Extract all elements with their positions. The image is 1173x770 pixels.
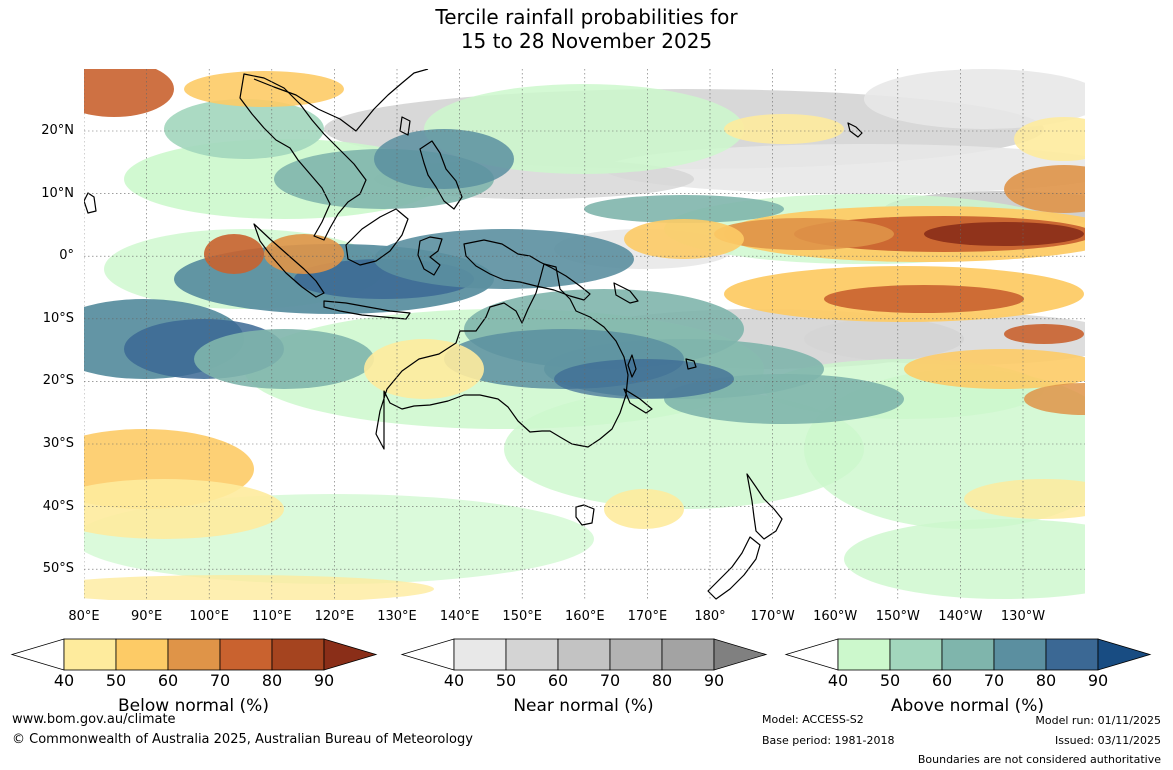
colorbar-segment <box>889 638 943 671</box>
colorbar-segment <box>941 638 995 671</box>
sulawesi-coastline <box>417 236 443 276</box>
colorbar-tick-label: 90 <box>703 671 725 690</box>
latitude-label: 10°N <box>41 185 74 201</box>
issued-date: Issued: 03/11/2025 <box>1054 734 1161 747</box>
colorbar-segment <box>784 638 839 671</box>
colorbar-below-normal <box>10 638 378 671</box>
colorbar-tick-label: 50 <box>879 671 901 690</box>
new-guinea-coastline <box>463 239 591 301</box>
colorbar-segment <box>1045 638 1099 671</box>
latitude-label: 20°N <box>41 123 74 138</box>
map-title-line-2: 15 to 28 November 2025 <box>460 29 713 53</box>
colorbar-tick-label: 40 <box>443 671 465 690</box>
colorbar-tick-label: 90 <box>313 671 335 690</box>
longitude-label: 160°E <box>565 609 605 624</box>
colorbar-tick-label: 80 <box>261 671 283 690</box>
colorbar-tick-label: 60 <box>547 671 569 690</box>
latitude-label: 50°S <box>42 561 74 577</box>
fiji-islands <box>685 358 697 370</box>
colorbar-segment <box>323 638 378 671</box>
new-caledonia <box>623 388 653 414</box>
legend-above-normal: 40 50 60 70 80 90 <box>0 636 1160 696</box>
latitude-label: 0° <box>59 248 74 264</box>
colorbar-tick-label: 50 <box>495 671 517 690</box>
new-zealand-north-island <box>746 473 783 540</box>
sri-lanka-coastline <box>84 192 97 214</box>
longitude-label: 160°W <box>813 609 858 624</box>
colorbar-tick-label: 60 <box>931 671 953 690</box>
colorbar-tick-label: 70 <box>983 671 1005 690</box>
longitude-label: 90°E <box>130 609 163 624</box>
base-period: Base period: 1981-2018 <box>762 734 895 747</box>
longitude-label: 170°W <box>750 609 795 624</box>
probability-field <box>84 69 1085 600</box>
map-title-line-1: Tercile rainfall probabilities for <box>435 5 738 29</box>
colorbar-segment <box>661 638 715 671</box>
longitude-label: 140°E <box>439 609 480 624</box>
longitude-label: 180° <box>694 609 726 624</box>
model-run-date: Model run: 01/11/2025 <box>1035 714 1161 727</box>
model-name: Model: ACCESS-S2 <box>762 713 864 726</box>
latitude-label: 40°S <box>42 498 74 514</box>
colorbar-tick-label: 40 <box>53 671 75 690</box>
colorbar-tick-label: 80 <box>651 671 673 690</box>
vanuatu-islands <box>627 354 637 378</box>
colorbar-segment <box>713 638 768 671</box>
longitude-label: 140°W <box>938 609 983 624</box>
colorbar-segment <box>63 638 117 671</box>
legend-title-below-normal: Below normal (%) <box>118 696 269 716</box>
colorbar-segment <box>453 638 507 671</box>
colorbar-tick-label: 90 <box>1087 671 1109 690</box>
colorbar-segment <box>837 638 891 671</box>
legend-near-normal: 40 50 60 70 80 90 <box>0 636 780 696</box>
hawaii-coastline <box>847 122 863 138</box>
australia-coastline <box>375 263 629 450</box>
colorbar-near-normal <box>400 638 768 671</box>
longitude-label: 130°W <box>1000 609 1046 624</box>
colorbar-segment <box>505 638 559 671</box>
tasmania-coastline <box>575 504 595 526</box>
longitude-label: 150°W <box>875 609 920 624</box>
longitude-label: 130°E <box>377 609 417 624</box>
borneo-coastline <box>345 208 409 266</box>
map-canvas <box>84 69 1085 600</box>
colorbar-tick-label: 70 <box>599 671 621 690</box>
longitude-label: 170°E <box>627 609 668 624</box>
philippines-coastline <box>419 140 463 210</box>
colorbar-segment <box>609 638 663 671</box>
colorbar-segment <box>557 638 611 671</box>
latitude-label: 20°S <box>42 373 74 389</box>
latitude-label: 10°S <box>42 310 74 326</box>
colorbar-tick-label: 50 <box>105 671 127 690</box>
longitude-label: 100°E <box>189 609 229 624</box>
latitude-label: 30°S <box>42 436 74 451</box>
boundaries-disclaimer: Boundaries are not considered authoritat… <box>917 753 1161 766</box>
taiwan-coastline <box>399 116 411 136</box>
colorbar-segment <box>993 638 1047 671</box>
indochina-coastline <box>239 73 367 241</box>
graticule <box>84 69 1085 600</box>
longitude-label: 150°E <box>502 609 542 624</box>
colorbar-tick-label: 80 <box>1035 671 1057 690</box>
legend-title-above-normal: Above normal (%) <box>890 696 1045 716</box>
website-link[interactable]: www.bom.gov.au/climate <box>12 712 176 727</box>
longitude-label: 120°E <box>314 609 355 624</box>
sumatra-coastline <box>253 223 325 298</box>
colorbar-tick-label: 40 <box>827 671 849 690</box>
new-zealand-south-island <box>707 536 761 600</box>
colorbar-above-normal <box>784 638 1152 671</box>
colorbar-tick-label: 60 <box>157 671 179 690</box>
longitude-label: 110°E <box>252 609 292 624</box>
colorbar-tick-label: 70 <box>209 671 231 690</box>
copyright-text: © Commonwealth of Australia 2025, Austra… <box>12 732 473 747</box>
solomon-islands <box>613 282 639 304</box>
legend-title-near-normal: Near normal (%) <box>513 696 654 716</box>
longitude-label: 80°E <box>68 609 100 624</box>
legend-below-normal: 40 50 60 70 80 90 <box>0 636 380 696</box>
rainfall-probability-map <box>84 69 1085 600</box>
colorbar-segment <box>1097 638 1152 671</box>
